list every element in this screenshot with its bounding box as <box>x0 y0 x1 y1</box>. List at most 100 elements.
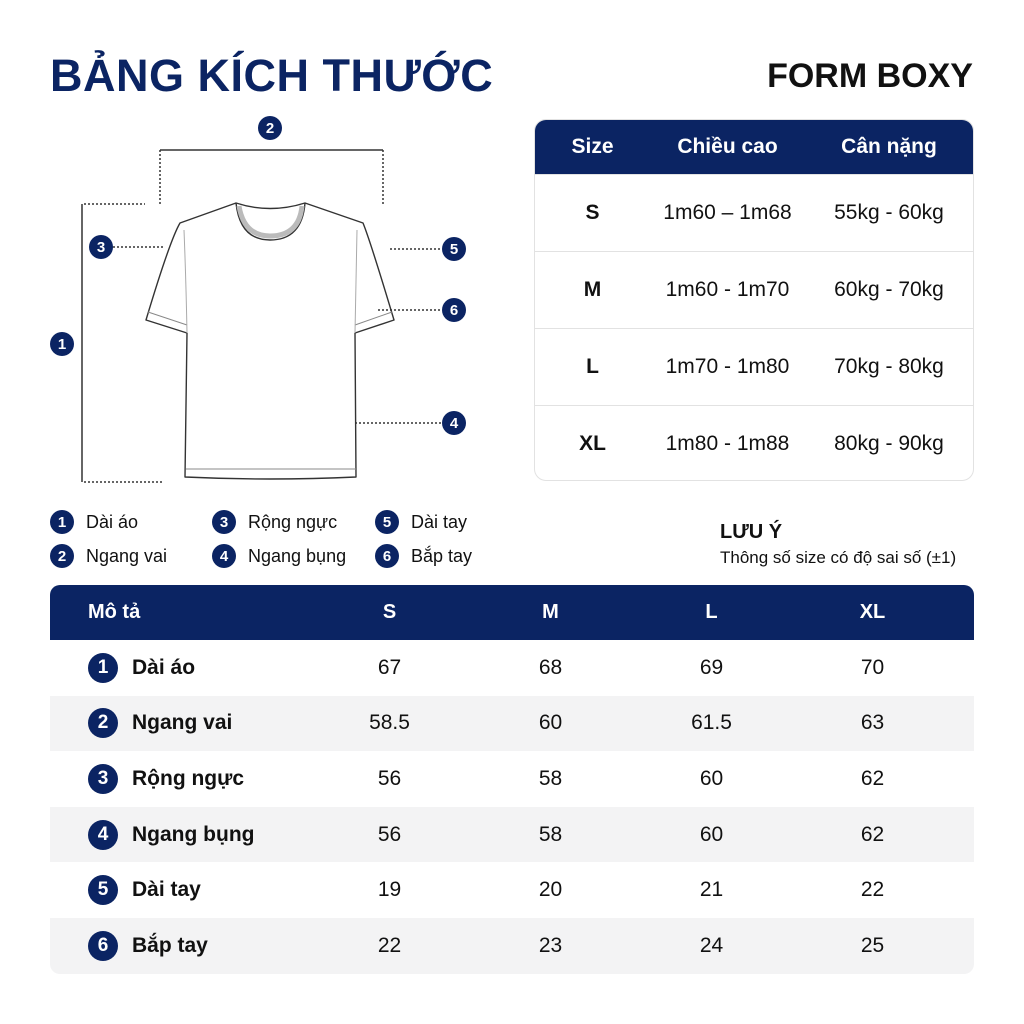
cell-value: 60 <box>699 766 724 790</box>
marker-2: 2 <box>258 116 282 140</box>
height: 1m70 - 1m80 <box>665 355 790 378</box>
row-description: 3 Rộng ngực <box>50 763 309 794</box>
size-table-header: Size Chiều cao Cân nặng <box>535 120 973 174</box>
marker: 6 <box>88 930 118 961</box>
cell-value: 20 <box>538 878 563 902</box>
legend-label: Dài tay <box>411 511 468 532</box>
row-label: Bắp tay <box>132 933 208 957</box>
header-xl: XL <box>859 601 886 623</box>
tshirt-diagram <box>81 149 442 483</box>
marker: 2 <box>50 544 74 568</box>
row-label: Ngang bụng <box>132 822 255 846</box>
cell-value: 19 <box>377 878 402 902</box>
cell-value: 56 <box>377 822 402 846</box>
legend: 1 Dài áo 2 Ngang vai 3 Rộng ngực 4 Ngang bụn… <box>50 510 490 572</box>
table-row: 3 Rộng ngực 56 58 60 62 <box>50 751 974 807</box>
header-description: Mô tả <box>88 601 141 623</box>
cell-value: 22 <box>860 878 885 902</box>
cell-value: 63 <box>860 711 885 735</box>
marker: 1 <box>88 652 118 683</box>
cell-value: 69 <box>699 655 724 679</box>
header-m: M <box>542 601 559 623</box>
tshirt-outline <box>145 202 395 480</box>
note: LƯU Ý Thông số size có độ sai số (±1) <box>720 521 956 568</box>
page-title: BẢNG KÍCH THƯỚC <box>50 50 494 101</box>
row-description: 5 Dài tay <box>50 875 309 906</box>
form-label: FORM BOXY <box>767 57 973 95</box>
height: 1m60 - 1m70 <box>665 278 790 301</box>
table-row: S 1m60 – 1m68 55kg - 60kg <box>535 174 973 251</box>
legend-label: Bắp tay <box>411 545 473 566</box>
row-description: 6 Bắp tay <box>50 930 309 961</box>
table-row: 4 Ngang bụng 56 58 60 62 <box>50 806 974 863</box>
height: 1m60 – 1m68 <box>663 201 792 224</box>
size-table: Size Chiều cao Cân nặng S 1m60 – 1m68 55kg… <box>534 119 974 481</box>
note-text: Thông số size có độ sai số (±1) <box>720 548 957 567</box>
legend-item: 6 Bắp tay <box>375 544 472 568</box>
legend-item: 2 Ngang vai <box>50 544 167 568</box>
weight: 55kg - 60kg <box>834 201 944 224</box>
table-row: 1 Dài áo 67 68 69 70 <box>50 640 974 696</box>
cell-value: 62 <box>860 766 885 790</box>
cell-value: 58 <box>538 822 563 846</box>
table-row: 6 Bắp tay 22 23 24 25 <box>50 917 974 974</box>
size: L <box>586 355 599 378</box>
legend-label: Ngang vai <box>86 545 168 566</box>
marker: 5 <box>375 510 399 534</box>
legend-item: 5 Dài tay <box>375 510 467 534</box>
marker-6: 6 <box>442 298 466 322</box>
marker: 3 <box>88 763 118 794</box>
marker: 5 <box>88 875 118 906</box>
row-description: 1 Dài áo <box>50 652 309 683</box>
cell-value: 67 <box>377 655 402 679</box>
header-size: Size <box>571 135 614 158</box>
cell-value: 58 <box>538 766 563 790</box>
legend-label: Dài áo <box>86 511 139 532</box>
weight: 80kg - 90kg <box>834 432 944 455</box>
size: XL <box>579 432 606 455</box>
cell-value: 23 <box>538 933 563 957</box>
marker: 3 <box>212 510 236 534</box>
legend-item: 4 Ngang bụng <box>212 544 346 568</box>
row-label: Ngang vai <box>132 711 233 735</box>
header-l: L <box>705 601 718 623</box>
marker-4: 4 <box>442 411 466 435</box>
note-heading: LƯU Ý <box>720 521 783 543</box>
table-row: L 1m70 - 1m80 70kg - 80kg <box>535 328 973 405</box>
row-label: Dài tay <box>132 878 201 902</box>
row-label: Rộng ngực <box>132 766 245 790</box>
table-row: M 1m60 - 1m70 60kg - 70kg <box>535 251 973 328</box>
marker-1: 1 <box>50 332 74 356</box>
height: 1m80 - 1m88 <box>665 432 790 455</box>
table-row: XL 1m80 - 1m88 80kg - 90kg <box>535 405 973 480</box>
marker-3: 3 <box>89 235 113 259</box>
cell-value: 68 <box>538 655 563 679</box>
cell-value: 61.5 <box>691 711 732 735</box>
legend-item: 3 Rộng ngực <box>212 510 337 534</box>
measurement-table: Mô tả S M L XL 1 Dài áo 67 68 69 70 2 Ngang vai… <box>50 585 974 974</box>
legend-label: Ngang bụng <box>248 545 347 566</box>
weight: 70kg - 80kg <box>834 355 944 378</box>
cell-value: 25 <box>860 933 885 957</box>
cell-value: 70 <box>860 655 885 679</box>
marker: 4 <box>212 544 236 568</box>
cell-value: 60 <box>699 822 724 846</box>
header-weight: Cân nặng <box>841 135 937 158</box>
marker: 4 <box>88 819 118 850</box>
cell-value: 62 <box>860 822 885 846</box>
cell-value: 60 <box>538 711 563 735</box>
marker: 6 <box>375 544 399 568</box>
cell-value: 22 <box>377 933 402 957</box>
marker-5: 5 <box>442 237 466 261</box>
size: M <box>583 278 602 301</box>
legend-label: Rộng ngực <box>248 511 338 532</box>
table-row: 2 Ngang vai 58.5 60 61.5 63 <box>50 695 974 752</box>
row-label: Dài áo <box>132 655 196 679</box>
marker: 2 <box>88 708 118 739</box>
table-row: 5 Dài tay 19 20 21 22 <box>50 862 974 918</box>
cell-value: 24 <box>699 933 724 957</box>
cell-value: 58.5 <box>369 711 410 735</box>
measurement-table-header: Mô tả S M L XL <box>50 585 974 640</box>
marker: 1 <box>50 510 74 534</box>
header-height: Chiều cao <box>677 135 778 158</box>
